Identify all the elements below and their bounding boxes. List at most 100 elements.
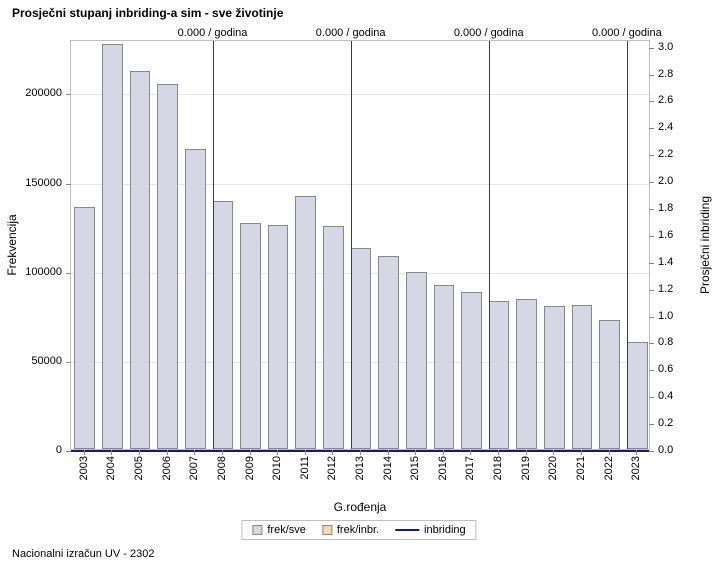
x-tick-label: 2012: [326, 456, 338, 480]
y-right-tick-mark: [649, 101, 654, 102]
x-tick-label: 2009: [244, 456, 256, 480]
bar: [351, 248, 372, 449]
x-tick-mark: [388, 450, 389, 455]
legend-line-3: [395, 529, 419, 531]
x-tick-mark: [636, 450, 637, 455]
x-tick-mark: [415, 450, 416, 455]
y-right-tick-mark: [649, 75, 654, 76]
y-left-tick-mark: [66, 362, 71, 363]
y-right-tick-mark: [649, 128, 654, 129]
reference-line: [627, 41, 628, 449]
y-right-tick-label: 2.4: [658, 121, 673, 133]
footer-text: Nacionalni izračun UV - 2302: [12, 548, 154, 560]
legend: frek/sve frek/inbr. inbriding: [241, 520, 476, 540]
y-right-tick-label: 0.6: [658, 363, 673, 375]
x-tick-label: 2022: [603, 456, 615, 480]
y-left-tick-mark: [66, 94, 71, 95]
y-axis-right: 0.00.20.40.60.81.01.21.41.61.82.02.22.42…: [650, 40, 710, 450]
y-right-tick-label: 1.4: [658, 256, 673, 268]
y-right-tick-mark: [649, 263, 654, 264]
bar: [323, 226, 344, 449]
y-right-tick-label: 1.8: [658, 202, 673, 214]
legend-label-1: frek/sve: [267, 524, 306, 536]
y-right-tick-label: 1.6: [658, 229, 673, 241]
x-tick-label: 2011: [299, 456, 311, 480]
bar: [544, 306, 565, 449]
reference-label: 0.000 / godina: [454, 27, 524, 39]
x-tick-label: 2015: [409, 456, 421, 480]
x-tick-label: 2007: [188, 456, 200, 480]
x-tick-label: 2003: [78, 456, 90, 480]
x-tick-mark: [167, 450, 168, 455]
bar: [185, 149, 206, 449]
y-left-tick-label: 50000: [2, 355, 62, 367]
x-tick-label: 2016: [437, 456, 449, 480]
x-tick-mark: [194, 450, 195, 455]
bar: [130, 71, 151, 449]
x-tick-label: 2014: [382, 456, 394, 480]
chart-title: Prosječni stupanj inbriding-a sim - sve …: [12, 6, 283, 20]
y-right-tick-label: 0.4: [658, 390, 673, 402]
bar: [461, 292, 482, 449]
bar: [74, 207, 95, 449]
y-right-tick-label: 0.2: [658, 417, 673, 429]
x-tick-mark: [139, 450, 140, 455]
bar: [516, 299, 537, 449]
bar: [434, 285, 455, 449]
bar: [489, 301, 510, 449]
x-tick-label: 2020: [547, 456, 559, 480]
y-left-tick-mark: [66, 184, 71, 185]
legend-item-inbriding: inbriding: [395, 524, 466, 536]
y-left-tick-label: 100000: [2, 266, 62, 278]
reference-label: 0.000 / godina: [316, 27, 386, 39]
y-right-tick-mark: [649, 343, 654, 344]
y-right-tick-label: 3.0: [658, 41, 673, 53]
reference-line: [489, 41, 490, 449]
x-tick-label: 2017: [464, 456, 476, 480]
bar: [295, 196, 316, 449]
y-right-tick-label: 1.0: [658, 310, 673, 322]
x-tick-mark: [553, 450, 554, 455]
y-right-tick-label: 0.0: [658, 444, 673, 456]
x-tick-mark: [277, 450, 278, 455]
y-right-tick-mark: [649, 236, 654, 237]
x-tick-label: 2008: [216, 456, 228, 480]
x-axis-label: G.rođenja: [334, 500, 387, 514]
y-left-tick-label: 150000: [2, 177, 62, 189]
x-tick-mark: [609, 450, 610, 455]
y-right-tick-mark: [649, 424, 654, 425]
y-right-tick-label: 1.2: [658, 283, 673, 295]
bar: [157, 84, 178, 449]
y-right-tick-mark: [649, 209, 654, 210]
x-tick-mark: [305, 450, 306, 455]
x-tick-mark: [111, 450, 112, 455]
x-tick-mark: [250, 450, 251, 455]
reference-line: [351, 41, 352, 449]
x-axis: 2003200420052006200720082009201020112012…: [70, 450, 650, 500]
y-left-tick-mark: [66, 273, 71, 274]
bar: [627, 342, 648, 449]
bar: [240, 223, 261, 449]
reference-label: 0.000 / godina: [178, 27, 248, 39]
y-right-tick-mark: [649, 317, 654, 318]
x-tick-label: 2013: [354, 456, 366, 480]
bar: [213, 201, 234, 449]
y-right-tick-label: 2.6: [658, 94, 673, 106]
x-tick-mark: [443, 450, 444, 455]
y-right-tick-mark: [649, 370, 654, 371]
y-right-tick-mark: [649, 397, 654, 398]
x-tick-label: 2010: [271, 456, 283, 480]
y-right-tick-mark: [649, 48, 654, 49]
bar: [599, 320, 620, 449]
y-right-tick-label: 2.2: [658, 148, 673, 160]
reference-line: [213, 41, 214, 449]
x-tick-mark: [332, 450, 333, 455]
y-left-tick-label: 0: [2, 444, 62, 456]
plot-area: 0.000 / godina0.000 / godina0.000 / godi…: [70, 40, 650, 450]
x-tick-mark: [360, 450, 361, 455]
y-left-tick-label: 200000: [2, 87, 62, 99]
bar: [406, 272, 427, 449]
y-right-tick-label: 2.0: [658, 175, 673, 187]
legend-swatch-1: [252, 525, 262, 535]
y-axis-left: 050000100000150000200000: [0, 40, 70, 450]
